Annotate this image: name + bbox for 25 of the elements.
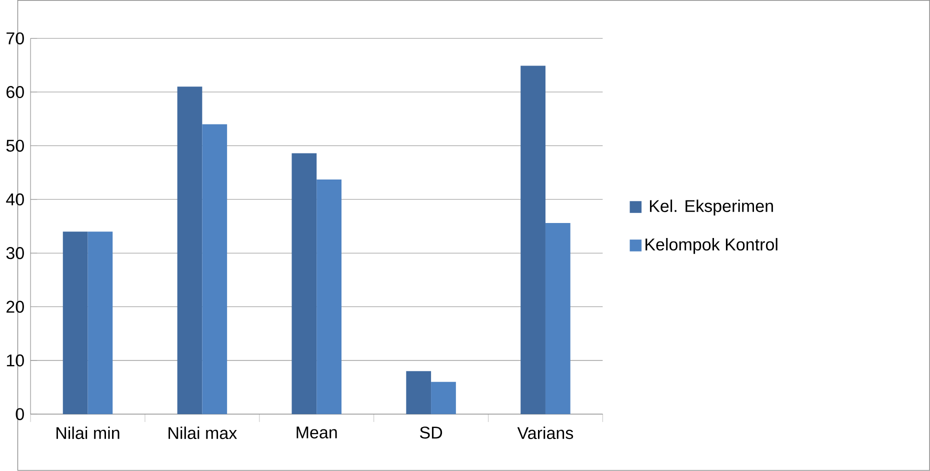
bar bbox=[202, 124, 228, 414]
y-tick-label: 50 bbox=[6, 140, 24, 152]
bar bbox=[520, 66, 546, 414]
bar bbox=[292, 153, 317, 414]
bar bbox=[62, 232, 88, 414]
legend-label: Kel. Eksperimen bbox=[650, 200, 773, 216]
y-tick-label: 20 bbox=[6, 300, 24, 313]
y-tick-label: 30 bbox=[6, 247, 24, 260]
x-tick-label: Nilai min bbox=[56, 426, 120, 440]
y-tick-label: 40 bbox=[6, 193, 24, 206]
y-tick-label: 0 bbox=[16, 408, 24, 420]
legend-label: Kelompok Kontrol bbox=[646, 238, 778, 254]
bar bbox=[545, 223, 570, 414]
bar bbox=[406, 371, 432, 414]
bar bbox=[316, 180, 342, 414]
x-tick-label: Mean bbox=[296, 426, 337, 439]
bar bbox=[88, 232, 113, 414]
y-tick-label: 60 bbox=[6, 86, 24, 98]
y-tick-label: 10 bbox=[6, 354, 24, 367]
bar bbox=[177, 86, 202, 414]
x-tick-label: Nilai max bbox=[168, 426, 237, 440]
bar bbox=[431, 382, 456, 414]
x-tick-label: Varians bbox=[517, 426, 574, 440]
x-tick-label: SD bbox=[420, 426, 442, 439]
y-tick-label: 70 bbox=[6, 32, 24, 44]
